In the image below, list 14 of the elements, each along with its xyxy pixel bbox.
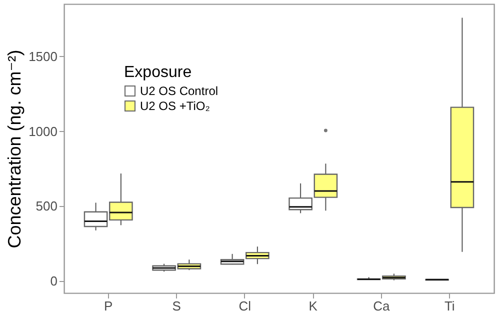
legend-label: U2 OS Control	[140, 84, 218, 98]
legend-title: Exposure	[124, 64, 192, 81]
x-tick-label: Ti	[444, 298, 455, 314]
x-tick-label: P	[104, 298, 113, 314]
y-tick-label: 500	[36, 198, 58, 214]
x-tick-label: K	[308, 298, 318, 314]
x-tick-label: Ca	[373, 298, 390, 314]
x-tick-label: Cl	[238, 298, 252, 314]
legend-label: U2 OS +TiO₂	[140, 99, 210, 113]
x-tick-label: S	[172, 298, 182, 314]
y-tick-label: 1000	[28, 124, 58, 139]
y-tick-label: 0	[50, 274, 58, 289]
y-tick-label: 1500	[28, 48, 58, 64]
y-axis-title: Concentration (ng. cm⁻²)	[4, 50, 25, 248]
